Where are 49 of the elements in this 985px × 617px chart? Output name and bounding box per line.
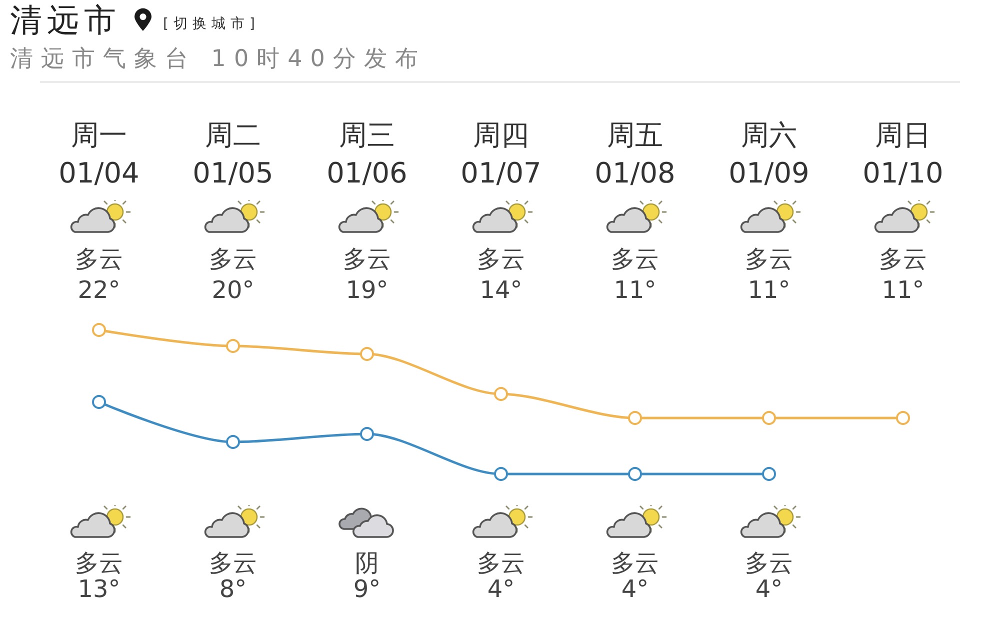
text: 多云 — [745, 549, 793, 577]
x-tick-label: 周日 01/10 — [862, 118, 944, 190]
data-label: 9° — [353, 575, 381, 603]
text: 多云 — [209, 549, 257, 577]
data-label: 4° — [487, 575, 515, 603]
point — [360, 347, 374, 361]
x-tick-label: 周四 01/07 — [460, 118, 542, 190]
point — [226, 435, 240, 449]
point — [226, 339, 240, 353]
data-label: 11° — [614, 276, 656, 304]
point — [494, 387, 508, 401]
point — [628, 467, 642, 481]
point — [628, 411, 642, 425]
data-label: 11° — [882, 276, 924, 304]
point — [92, 395, 106, 409]
point — [762, 411, 776, 425]
data-label: 14° — [480, 276, 522, 304]
data-label: 11° — [748, 276, 790, 304]
chart-title: 清远市 — [10, 1, 121, 39]
text: 多云 — [611, 549, 659, 577]
point — [762, 467, 776, 481]
point — [896, 411, 910, 425]
data-label: 19° — [346, 276, 388, 304]
x-tick-label: 周五 01/08 — [594, 118, 676, 190]
data-label: 22° — [78, 276, 120, 304]
data-label: 4° — [755, 575, 783, 603]
text: [切换城市] — [163, 15, 260, 33]
x-tick-label: 周二 01/05 — [192, 118, 274, 190]
text: 阴 — [355, 549, 379, 577]
text: 多云 — [745, 245, 793, 273]
text: 多云 — [75, 245, 123, 273]
data-label: 4° — [621, 575, 649, 603]
point — [92, 323, 106, 337]
x-tick-label: 周三 01/06 — [326, 118, 408, 190]
data-label: 8° — [219, 575, 247, 603]
point — [360, 427, 374, 441]
data-label: 20° — [212, 276, 254, 304]
chart-subtitle: 清远市气象台 10时40分发布 — [10, 45, 426, 74]
text: 多云 — [477, 549, 525, 577]
text: 多云 — [611, 245, 659, 273]
data-label: 13° — [78, 575, 120, 603]
x-tick-label: 周一 01/04 — [58, 118, 140, 190]
text: 多云 — [879, 245, 927, 273]
point — [494, 467, 508, 481]
x-tick-label: 周六 01/09 — [728, 118, 810, 190]
text: 多云 — [209, 245, 257, 273]
text: 多云 — [477, 245, 525, 273]
text: 多云 — [75, 549, 123, 577]
text: 多云 — [343, 245, 391, 273]
